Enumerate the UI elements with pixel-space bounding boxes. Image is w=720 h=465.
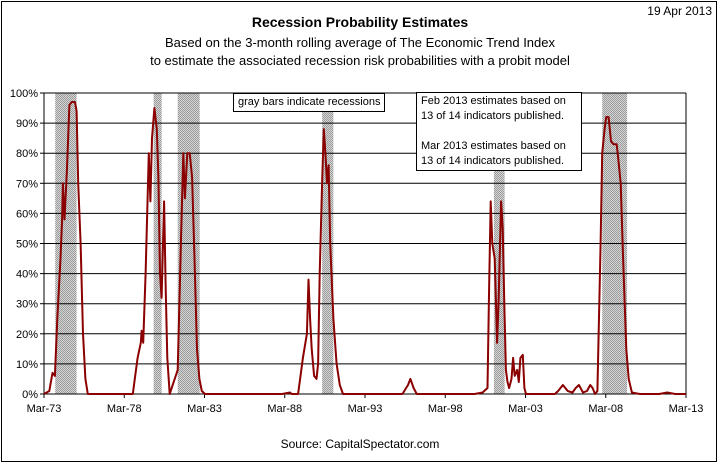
y-tick-label: 60% [16,208,38,220]
x-tick-label: Mar-83 [187,403,222,415]
chart-subtitle-line-2: to estimate the associated recession ris… [150,53,570,68]
y-tick-label: 90% [16,118,38,130]
estimates-note: Feb 2013 estimates based on 13 of 14 ind… [416,92,582,171]
y-tick-label: 70% [16,178,38,190]
date-stamp: 19 Apr 2013 [647,4,712,18]
x-tick-label: Mar-93 [348,403,383,415]
x-tick-label: Mar-73 [27,403,62,415]
x-tick-label: Mar-88 [267,403,302,415]
y-tick-label: 40% [16,269,38,281]
recession-probability-line [43,101,686,395]
x-tick-label: Mar-03 [508,403,543,415]
y-tick-label: 10% [16,359,38,371]
y-tick-label: 100% [10,88,38,100]
x-tick-label: Mar-13 [669,403,704,415]
y-tick-label: 0% [22,389,38,401]
y-tick-label: 50% [16,239,38,251]
feb-estimate-note: Feb 2013 estimates based on 13 of 14 ind… [421,95,566,122]
mar-estimate-note: Mar 2013 estimates based on 13 of 14 ind… [421,140,566,167]
y-tick-label: 80% [16,148,38,160]
x-tick-label: Mar-08 [588,403,623,415]
recession-bars-note: gray bars indicate recessions [233,93,386,112]
chart-title: Recession Probability Estimates [251,14,469,30]
y-tick-label: 30% [16,299,38,311]
y-tick-label: 20% [16,329,38,341]
x-tick-label: Mar-98 [428,403,463,415]
chart-subtitle-line-1: Based on the 3-month rolling average of … [165,35,555,50]
x-tick-label: Mar-78 [107,403,142,415]
source-credit: Source: CapitalSpectator.com [280,437,440,451]
